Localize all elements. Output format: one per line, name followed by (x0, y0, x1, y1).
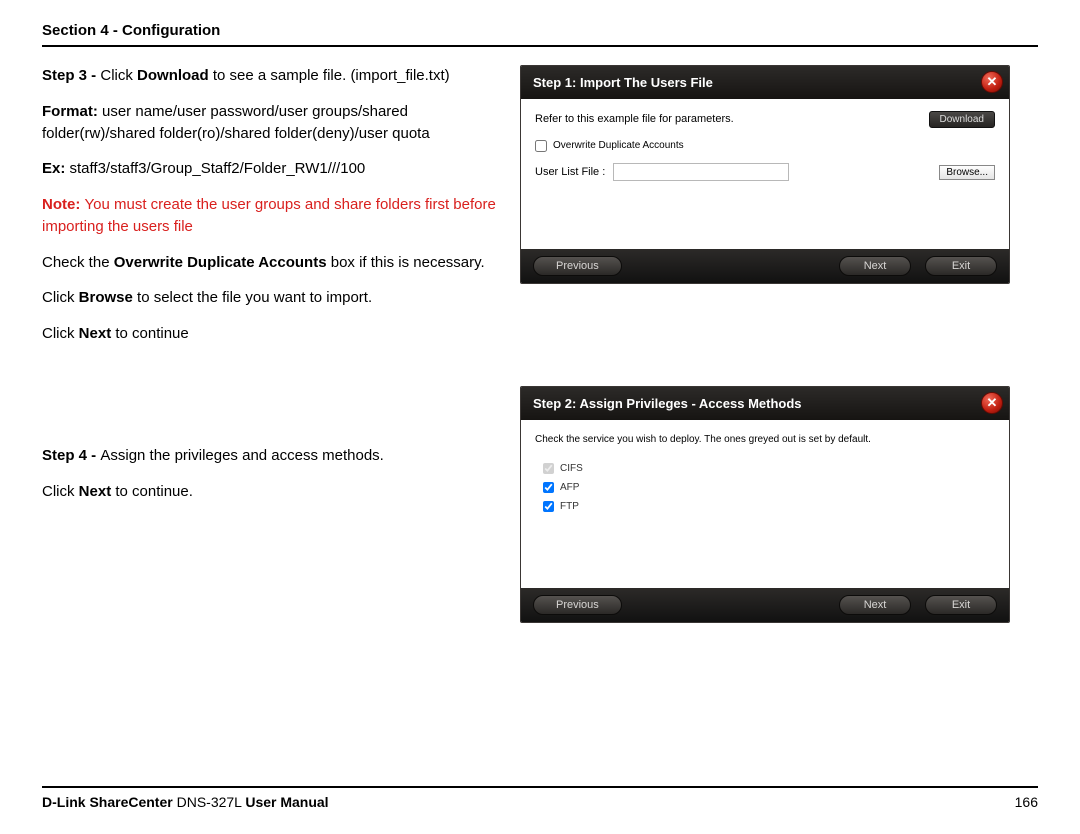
footer-line: D-Link ShareCenter DNS-327L User Manual … (42, 794, 1038, 810)
browse-text: Click Browse to select the file you want… (42, 287, 502, 309)
section-header: Section 4 - Configuration (42, 22, 1038, 39)
n1-pre: Click (42, 325, 79, 342)
dialog2-header: Step 2: Assign Privileges - Access Metho… (521, 387, 1009, 420)
userlist-row: User List File : Browse... (535, 163, 995, 181)
userlist-input[interactable] (613, 163, 789, 181)
brand-model: DNS-327L (173, 794, 246, 810)
browse-button[interactable]: Browse... (939, 165, 995, 180)
note-label: Note: (42, 196, 85, 213)
cifs-label: CIFS (560, 461, 583, 476)
right-column: Step 1: Import The Users File ✕ Refer to… (520, 65, 1038, 623)
service-item-cifs: CIFS (543, 461, 987, 476)
step3-download: Download (137, 67, 209, 84)
spacer (42, 359, 502, 445)
dialog1-title: Step 1: Import The Users File (533, 75, 713, 90)
footer-brand: D-Link ShareCenter DNS-327L User Manual (42, 794, 329, 810)
br-bold: Browse (79, 289, 133, 306)
brand-bold2: User Manual (245, 794, 328, 810)
userlist-label: User List File : (535, 164, 605, 181)
step3-label: Step 3 - (42, 67, 100, 84)
page-footer: D-Link ShareCenter DNS-327L User Manual … (42, 786, 1038, 810)
note-text: Note: You must create the user groups an… (42, 194, 502, 238)
br-pre: Click (42, 289, 79, 306)
refer-row: Refer to this example file for parameter… (535, 111, 995, 128)
ov-bold: Overwrite Duplicate Accounts (114, 254, 327, 271)
format-text: Format: user name/user password/user gro… (42, 101, 502, 145)
format-label: Format: (42, 103, 102, 120)
step4-label: Step 4 - (42, 447, 100, 464)
service-list: CIFS AFP FTP (535, 455, 995, 520)
exit-button[interactable]: Exit (925, 256, 997, 276)
ftp-checkbox[interactable] (543, 501, 554, 512)
overwrite-checkbox[interactable] (535, 140, 547, 152)
afp-label: AFP (560, 480, 579, 495)
next2-text: Click Next to continue. (42, 481, 502, 503)
step3-pre: Click (100, 67, 137, 84)
exit-button[interactable]: Exit (925, 595, 997, 615)
ov-post: box if this is necessary. (327, 254, 485, 271)
next-button[interactable]: Next (839, 256, 911, 276)
dialog1-footer-right: Next Exit (839, 256, 997, 276)
n1-post: to continue (111, 325, 189, 342)
next1-text: Click Next to continue (42, 323, 502, 345)
cifs-checkbox[interactable] (543, 463, 554, 474)
overwrite-text: Check the Overwrite Duplicate Accounts b… (42, 252, 502, 274)
close-icon[interactable]: ✕ (981, 392, 1003, 414)
step4-body: Assign the privileges and access methods… (100, 447, 383, 464)
dialog-import-users: Step 1: Import The Users File ✕ Refer to… (520, 65, 1010, 284)
n2-post: to continue. (111, 483, 193, 500)
dialog2-footer: Previous Next Exit (521, 588, 1009, 622)
ex-label: Ex: (42, 160, 70, 177)
brand-bold1: D-Link ShareCenter (42, 794, 173, 810)
n2-pre: Click (42, 483, 79, 500)
dialog1-footer: Previous Next Exit (521, 249, 1009, 283)
dialog2-body: Check the service you wish to deploy. Th… (521, 420, 1009, 588)
page-number: 166 (1015, 794, 1038, 810)
overwrite-checkbox-row: Overwrite Duplicate Accounts (535, 138, 995, 153)
service-item-ftp: FTP (543, 499, 987, 514)
dialog1-body: Refer to this example file for parameter… (521, 99, 1009, 249)
close-icon[interactable]: ✕ (981, 71, 1003, 93)
step3-text: Step 3 - Click Download to see a sample … (42, 65, 502, 87)
br-post: to select the file you want to import. (133, 289, 372, 306)
top-rule (42, 45, 1038, 47)
step3-post: to see a sample file. (import_file.txt) (209, 67, 450, 84)
afp-checkbox[interactable] (543, 482, 554, 493)
content-area: Step 3 - Click Download to see a sample … (42, 65, 1038, 623)
ov-pre: Check the (42, 254, 114, 271)
refer-text: Refer to this example file for parameter… (535, 111, 734, 128)
n1-bold: Next (79, 325, 112, 342)
note-body: You must create the user groups and shar… (42, 196, 496, 235)
dialog1-header: Step 1: Import The Users File ✕ (521, 66, 1009, 99)
next-button[interactable]: Next (839, 595, 911, 615)
overwrite-label: Overwrite Duplicate Accounts (553, 138, 684, 153)
bottom-rule (42, 786, 1038, 788)
ftp-label: FTP (560, 499, 579, 514)
service-item-afp: AFP (543, 480, 987, 495)
dialog-assign-privileges: Step 2: Assign Privileges - Access Metho… (520, 386, 1010, 623)
left-column: Step 3 - Click Download to see a sample … (42, 65, 502, 623)
dialog2-title: Step 2: Assign Privileges - Access Metho… (533, 396, 802, 411)
step4-text: Step 4 - Assign the privileges and acces… (42, 445, 502, 467)
ex-text: Ex: staff3/staff3/Group_Staff2/Folder_RW… (42, 158, 502, 180)
ex-body: staff3/staff3/Group_Staff2/Folder_RW1///… (70, 160, 366, 177)
previous-button[interactable]: Previous (533, 595, 622, 615)
download-button[interactable]: Download (929, 111, 995, 128)
dialog-gap (520, 302, 1038, 368)
dialog2-footer-right: Next Exit (839, 595, 997, 615)
dialog2-hint: Check the service you wish to deploy. Th… (535, 432, 995, 447)
n2-bold: Next (79, 483, 112, 500)
previous-button[interactable]: Previous (533, 256, 622, 276)
